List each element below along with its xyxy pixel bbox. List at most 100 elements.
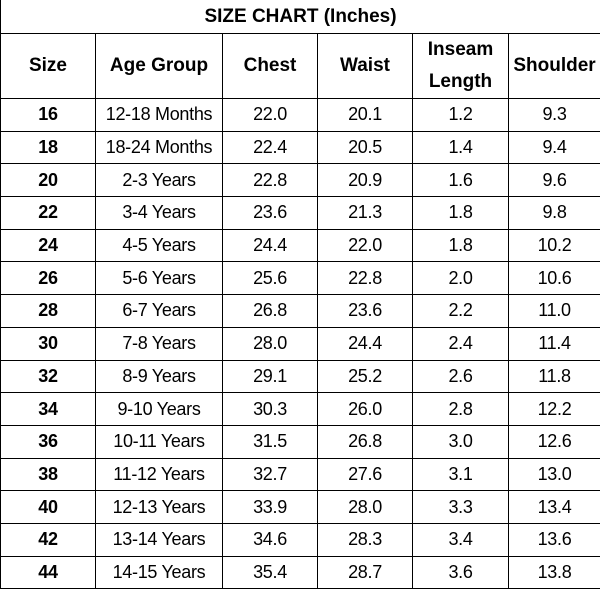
table-cell: 25.2 xyxy=(317,359,413,394)
table-cell: 13.6 xyxy=(508,522,600,557)
table-cell: 34.6 xyxy=(222,522,318,557)
table-cell: 24.4 xyxy=(317,326,413,361)
table-row: 24 4-5 Years 24.4 22.0 1.8 10.2 xyxy=(0,228,600,263)
table-cell: 22.8 xyxy=(317,261,413,296)
table-cell: 10.6 xyxy=(508,261,600,296)
table-cell: 3.0 xyxy=(412,424,509,459)
table-cell: 2.6 xyxy=(412,359,509,394)
table-cell: 28.3 xyxy=(317,522,413,557)
table-row: 18 18-24 Months 22.4 20.5 1.4 9.4 xyxy=(0,130,600,165)
header-row: Size Age Group Chest Waist Inseam Length Shou… xyxy=(0,33,600,99)
table-cell: 3-4 Years xyxy=(95,196,223,230)
table-cell: 10-11 Years xyxy=(95,424,223,459)
table-cell: 36 xyxy=(0,424,96,459)
table-cell: 22 xyxy=(0,196,96,230)
table-cell: 30 xyxy=(0,326,96,361)
table-cell: 9.6 xyxy=(508,163,600,198)
table-row: 30 7-8 Years 28.0 24.4 2.4 11.4 xyxy=(0,326,600,361)
table-row: 16 12-18 Months 22.0 20.1 1.2 9.3 xyxy=(0,98,600,132)
table-cell: 18 xyxy=(0,130,96,165)
table-cell: 27.6 xyxy=(317,457,413,492)
table-cell: 20 xyxy=(0,163,96,198)
table-cell: 1.8 xyxy=(412,228,509,263)
table-row: 42 13-14 Years 34.6 28.3 3.4 13.6 xyxy=(0,522,600,557)
table-cell: 25.6 xyxy=(222,261,318,296)
table-cell: 32 xyxy=(0,359,96,394)
table-cell: 2.4 xyxy=(412,326,509,361)
table-cell: 22.8 xyxy=(222,163,318,198)
table-cell: 4-5 Years xyxy=(95,228,223,263)
table-cell: 3.6 xyxy=(412,555,509,590)
column-header: Size xyxy=(0,33,96,99)
table-row: 20 2-3 Years 22.8 20.9 1.6 9.6 xyxy=(0,163,600,198)
table-row: 38 11-12 Years 32.7 27.6 3.1 13.0 xyxy=(0,457,600,492)
table-row: 26 5-6 Years 25.6 22.8 2.0 10.6 xyxy=(0,261,600,296)
column-header: Age Group xyxy=(95,33,223,99)
table-cell: 2.2 xyxy=(412,294,509,328)
table-cell: 31.5 xyxy=(222,424,318,459)
table-cell: 29.1 xyxy=(222,359,318,394)
column-header: Waist xyxy=(317,33,413,99)
table-cell: 28.7 xyxy=(317,555,413,590)
table-cell: 9.3 xyxy=(508,98,600,132)
table-cell: 11.4 xyxy=(508,326,600,361)
table-cell: 7-8 Years xyxy=(95,326,223,361)
table-cell: 8-9 Years xyxy=(95,359,223,394)
table-cell: 2.0 xyxy=(412,261,509,296)
table-cell: 35.4 xyxy=(222,555,318,590)
table-cell: 12.2 xyxy=(508,392,600,426)
table-cell: 26.8 xyxy=(222,294,318,328)
table-cell: 3.3 xyxy=(412,490,509,524)
table-cell: 5-6 Years xyxy=(95,261,223,296)
table-cell: 22.0 xyxy=(317,228,413,263)
table-cell: 42 xyxy=(0,522,96,557)
table-cell: 1.6 xyxy=(412,163,509,198)
table-cell: 21.3 xyxy=(317,196,413,230)
table-cell: 2.8 xyxy=(412,392,509,426)
table-cell: 20.5 xyxy=(317,130,413,165)
table-cell: 40 xyxy=(0,490,96,524)
table-cell: 30.3 xyxy=(222,392,318,426)
table-cell: 3.4 xyxy=(412,522,509,557)
table-cell: 12-13 Years xyxy=(95,490,223,524)
table-cell: 11.8 xyxy=(508,359,600,394)
table-cell: 12.6 xyxy=(508,424,600,459)
table-row: 32 8-9 Years 29.1 25.2 2.6 11.8 xyxy=(0,359,600,394)
table-cell: 28.0 xyxy=(222,326,318,361)
table-cell: 23.6 xyxy=(222,196,318,230)
column-header: Inseam Length xyxy=(412,33,509,99)
table-cell: 1.4 xyxy=(412,130,509,165)
table-cell: 18-24 Months xyxy=(95,130,223,165)
table-title: SIZE CHART (Inches) xyxy=(0,0,600,34)
table-cell: 10.2 xyxy=(508,228,600,263)
table-cell: 6-7 Years xyxy=(95,294,223,328)
table-cell: 28.0 xyxy=(317,490,413,524)
table-cell: 28 xyxy=(0,294,96,328)
table-cell: 33.9 xyxy=(222,490,318,524)
table-cell: 20.9 xyxy=(317,163,413,198)
table-cell: 34 xyxy=(0,392,96,426)
table-cell: 11.0 xyxy=(508,294,600,328)
table-cell: 16 xyxy=(0,98,96,132)
table-row: 44 14-15 Years 35.4 28.7 3.6 13.8 xyxy=(0,555,600,590)
table-row: 36 10-11 Years 31.5 26.8 3.0 12.6 xyxy=(0,424,600,459)
table-cell: 13-14 Years xyxy=(95,522,223,557)
table-cell: 13.8 xyxy=(508,555,600,590)
table-cell: 22.4 xyxy=(222,130,318,165)
table-cell: 1.8 xyxy=(412,196,509,230)
table-cell: 1.2 xyxy=(412,98,509,132)
table-body: 16 12-18 Months 22.0 20.1 1.2 9.3 18 18-24 Mont… xyxy=(0,98,600,590)
column-header: Chest xyxy=(222,33,318,99)
table-cell: 3.1 xyxy=(412,457,509,492)
table-cell: 9.8 xyxy=(508,196,600,230)
table-cell: 38 xyxy=(0,457,96,492)
table-cell: 12-18 Months xyxy=(95,98,223,132)
table-cell: 26.0 xyxy=(317,392,413,426)
table-cell: 20.1 xyxy=(317,98,413,132)
table-cell: 14-15 Years xyxy=(95,555,223,590)
table-cell: 13.0 xyxy=(508,457,600,492)
table-cell: 44 xyxy=(0,555,96,590)
table-cell: 9.4 xyxy=(508,130,600,165)
